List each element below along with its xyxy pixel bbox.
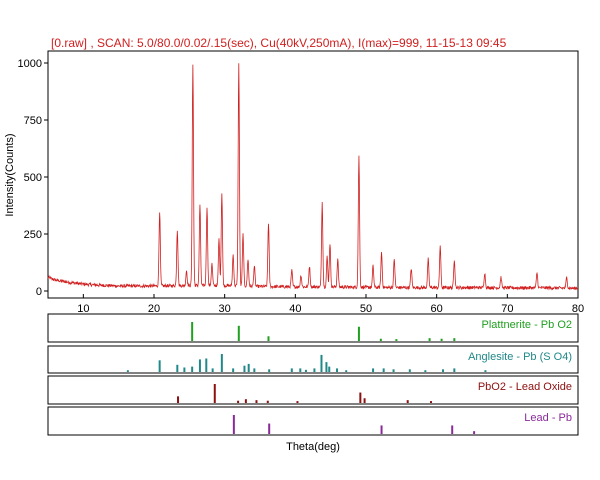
- y-tick-label: 750: [24, 115, 42, 127]
- x-tick-label: 30: [219, 303, 231, 315]
- x-tick-label: 50: [360, 303, 372, 315]
- y-tick-label: 1000: [18, 58, 42, 70]
- x-tick-label: 10: [77, 303, 89, 315]
- x-axis-label: Theta(deg): [286, 441, 340, 453]
- reference-panel: Lead - Pb: [47, 406, 579, 436]
- scan-line: [47, 63, 579, 291]
- reference-label: Lead - Pb: [524, 412, 572, 424]
- reference-label: Plattnerite - Pb O2: [482, 319, 573, 331]
- x-tick-label: 60: [431, 303, 443, 315]
- reference-panel: Plattnerite - Pb O2: [47, 313, 579, 343]
- reference-panels: Plattnerite - Pb O2 Anglesite - Pb (S O4)…: [47, 313, 579, 436]
- reference-label: PbO2 - Lead Oxide: [478, 381, 572, 393]
- reference-label: Anglesite - Pb (S O4): [468, 351, 572, 363]
- main-plot: 0 250 500 750 1000 10 20 30 40 50 60 70 80 Intensit…: [4, 50, 584, 315]
- reference-panel-frame: [47, 313, 579, 343]
- chart-title: [0.raw] , SCAN: 5.0/80.0/0.02/.15(sec), …: [51, 36, 507, 50]
- reference-panel: Anglesite - Pb (S O4): [47, 345, 579, 374]
- x-tick-label: 70: [501, 303, 513, 315]
- plot-frame: [47, 50, 579, 299]
- y-axis-ticks: 0 250 500 750 1000: [18, 58, 48, 298]
- y-tick-label: 0: [36, 286, 42, 298]
- y-tick-label: 500: [24, 172, 42, 184]
- x-tick-label: 40: [289, 303, 301, 315]
- reference-panel-frame: [47, 406, 579, 436]
- x-axis-ticks: 10 20 30 40 50 60 70 80: [77, 294, 584, 315]
- x-tick-label: 20: [148, 303, 160, 315]
- reference-panel-frame: [47, 345, 579, 374]
- x-tick-label: 80: [572, 303, 584, 315]
- reference-panel: PbO2 - Lead Oxide: [47, 375, 579, 405]
- y-axis-label: Intensity(Counts): [4, 133, 16, 216]
- y-tick-label: 250: [24, 229, 42, 241]
- reference-panel-frame: [47, 375, 579, 405]
